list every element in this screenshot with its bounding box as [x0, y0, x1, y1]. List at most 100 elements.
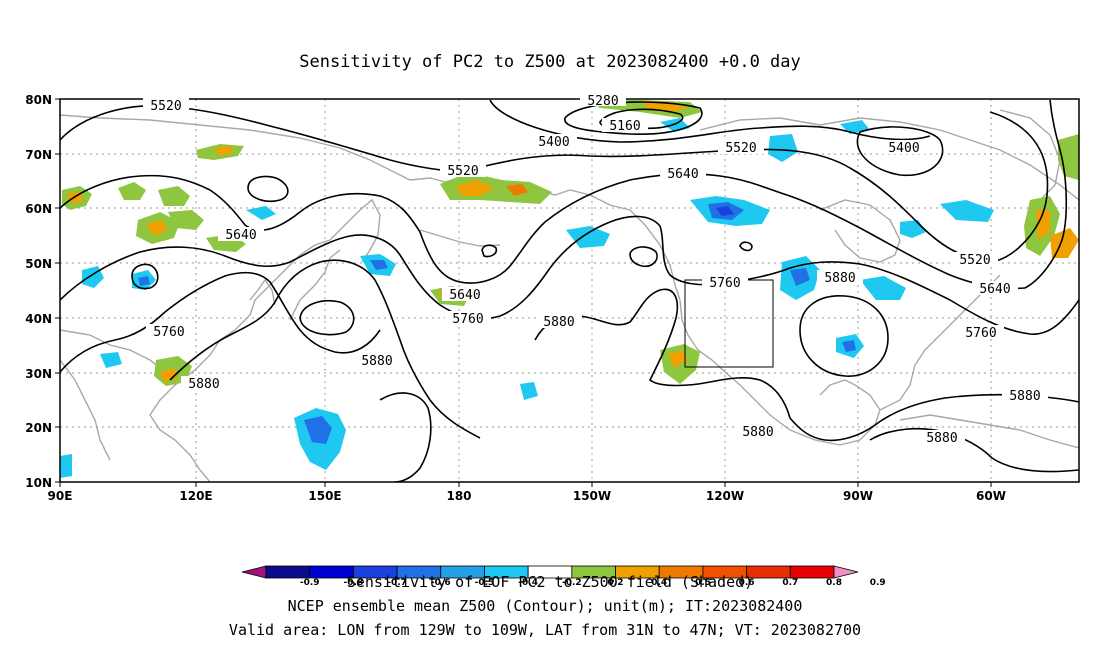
contour-5640-pac [544, 173, 1026, 290]
shade-positive [456, 180, 494, 196]
shade-positive [1036, 210, 1050, 240]
contour-label: 5400 [538, 135, 569, 150]
lon-tick-label: 120W [706, 489, 744, 503]
contour-5880-w2 [169, 259, 481, 439]
contour-label: 5640 [979, 282, 1010, 297]
contour-small-pac [481, 244, 498, 258]
contour-label: 5880 [361, 354, 392, 369]
contour-label: 5400 [888, 141, 919, 156]
label-bg [958, 325, 1004, 339]
contour-label: 5280 [587, 94, 618, 109]
coastlines [60, 109, 1079, 482]
label-bg [602, 118, 648, 132]
lat-tick-label: 20N [25, 421, 52, 435]
contour-label: 5760 [709, 276, 740, 291]
contour-5760-pac [549, 215, 1079, 335]
colorbar-tick-label: 0.8 [826, 578, 842, 588]
coast-kamchatka [329, 198, 381, 263]
contour-5880-carib [869, 427, 1079, 473]
shade-negative [100, 352, 122, 368]
shade-negative [566, 226, 610, 248]
shade-negative [304, 416, 332, 444]
shade-negative [790, 268, 810, 286]
coast-na-gulf [819, 274, 1001, 446]
label-bg [1002, 388, 1048, 402]
contour-label: 5520 [447, 164, 478, 179]
lat-tick-label: 60N [25, 202, 52, 216]
contour-label: 5880 [742, 425, 773, 440]
contour-label: 5880 [1044, 464, 1075, 479]
lat-tick-label: 80N [25, 93, 52, 107]
colorbar-tick-label: 0.4 [651, 578, 667, 588]
label-bg [440, 163, 486, 177]
contour-high-west [629, 246, 658, 268]
shade-negative [842, 340, 856, 352]
colorbar-segment [265, 565, 311, 579]
contour-label: 5160 [609, 119, 640, 134]
contour-label: 5880 [824, 271, 855, 286]
lat-tick-label: 70N [25, 148, 52, 162]
shade-positive [668, 350, 688, 368]
label-bg [919, 430, 965, 444]
contour-label: 5880 [543, 315, 574, 330]
colorbar-low-triangle [241, 565, 267, 579]
label-bg [146, 324, 192, 338]
shade-negative [940, 200, 994, 222]
map-title: Sensitivity of PC2 to Z500 at 2023082400… [299, 52, 801, 72]
contour-label: 5520 [725, 141, 756, 156]
colorbar-tick-label: -0.7 [387, 578, 407, 588]
label-bg [143, 98, 189, 112]
caption-line-2: NCEP ensemble mean Z500 (Contour); unit(… [288, 597, 803, 615]
colorbar-segment [789, 565, 835, 579]
lat-tick-label: 10N [25, 476, 52, 490]
label-bg [881, 140, 927, 154]
contour-5400 [489, 99, 931, 143]
colorbar-tick-label: -0.4 [518, 578, 538, 588]
shade-negative [370, 260, 388, 270]
label-bg [218, 227, 264, 241]
label-bg [718, 140, 764, 154]
colorbar-tick-label: -0.9 [300, 578, 320, 588]
contour-label: 5880 [188, 377, 219, 392]
colorbar-tick-label: -0.5 [475, 578, 495, 588]
shade-negative [60, 454, 72, 478]
contour-5520-west [60, 105, 461, 173]
z500-contours [60, 99, 1079, 482]
contour-small-na [739, 241, 753, 252]
colorbar-high-triangle [833, 565, 859, 579]
contour-high-pac [299, 300, 355, 336]
label-bg [531, 134, 577, 148]
lat-tick-label: 30N [25, 367, 52, 381]
shade-negative [520, 382, 538, 400]
shade-negative [768, 134, 798, 162]
lon-axis: 90E 120E 150E 180 150W 120W 90W 60W [48, 489, 1006, 503]
lon-tick-label: 90W [843, 489, 873, 503]
contour-label: 5640 [449, 288, 480, 303]
plot-area [60, 99, 1079, 482]
caption-line-1: Sensitivity of EOF PC2 to Z500 field (Sh… [347, 573, 753, 591]
contour-label: 5640 [667, 167, 698, 182]
label-bg [702, 275, 748, 289]
shade-positive [214, 146, 234, 156]
colorbar-tick-label: 0.6 [739, 578, 755, 588]
label-bg [972, 281, 1018, 295]
shade-positive [506, 184, 528, 196]
contour-5520-mid [459, 148, 991, 263]
lon-tick-label: 60W [976, 489, 1006, 503]
lat-tick-label: 50N [25, 257, 52, 271]
contour-label: 5760 [452, 312, 483, 327]
label-bg [354, 353, 400, 367]
coast-siberia [60, 114, 446, 183]
axis-ticks [55, 98, 992, 487]
shade-negative [138, 276, 150, 286]
colorbar-tick-label: -0.6 [431, 578, 451, 588]
label-bg [660, 166, 706, 180]
shade-positive [160, 368, 178, 382]
shade-positive [118, 182, 146, 200]
contour-5640-aleut [299, 192, 546, 284]
shade-positive [146, 220, 168, 236]
label-bg [735, 424, 781, 438]
colorbar-tick-label: -0.2 [562, 578, 582, 588]
shade-positive [66, 192, 84, 204]
contour-label-layer: 5520 5280 5160 5400 5520 5400 5520 5640 … [143, 94, 1075, 479]
